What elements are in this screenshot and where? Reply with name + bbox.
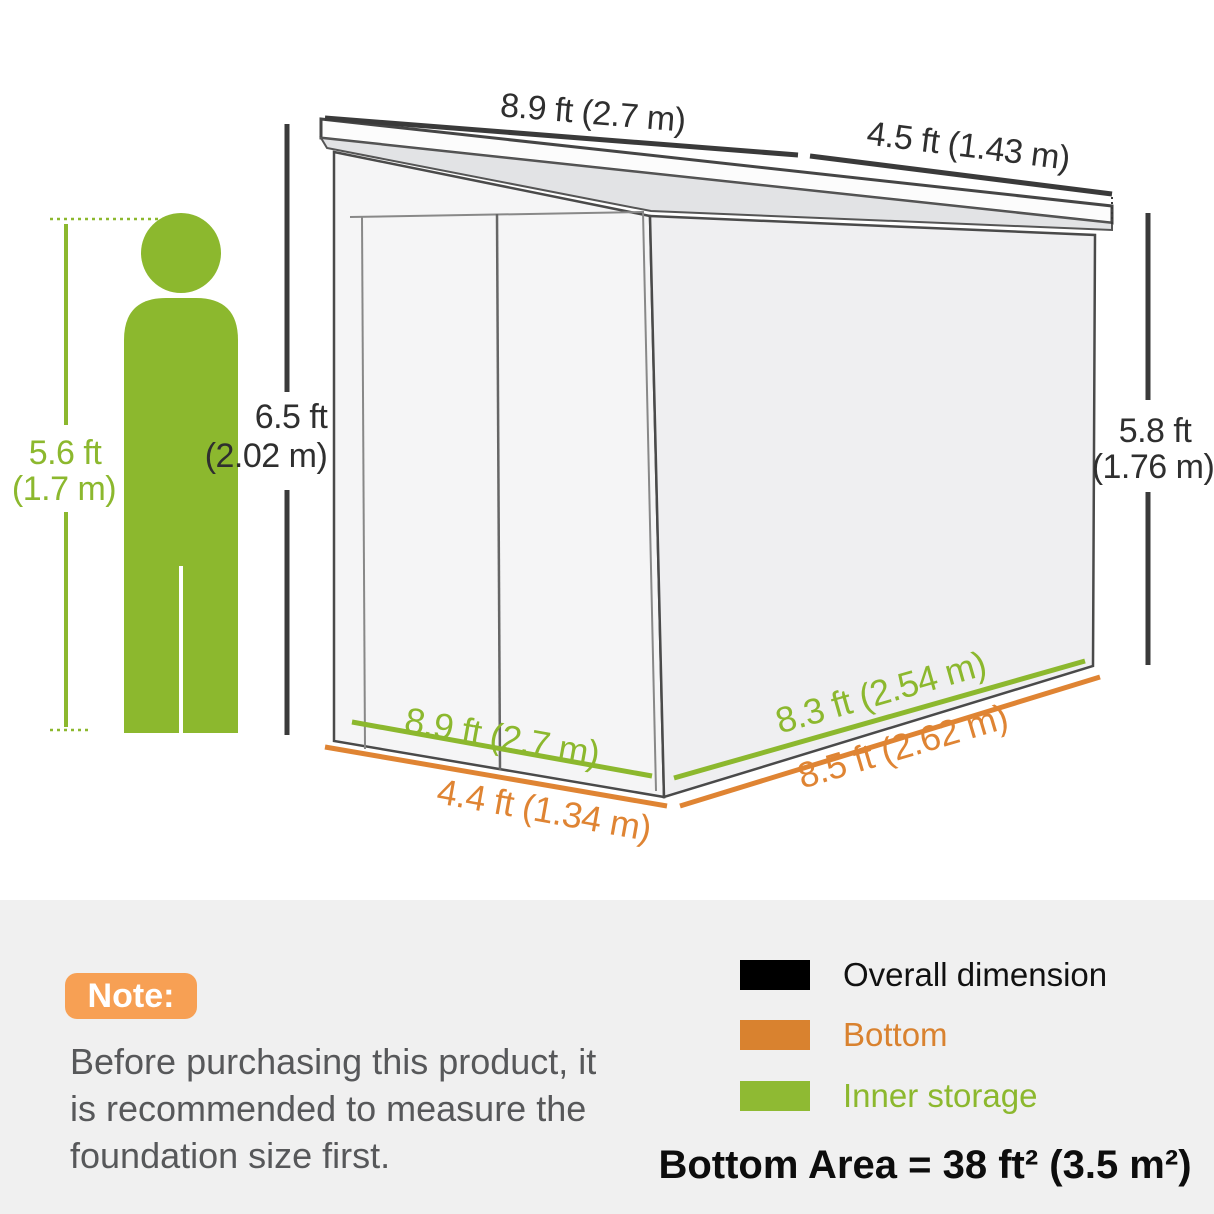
rear-height-dimension: 5.8 ft (1.76 m) <box>1092 213 1214 665</box>
person-leg-split <box>179 566 183 733</box>
door-frame-left <box>361 216 366 750</box>
note-line: foundation size first. <box>70 1135 391 1176</box>
rear-height-label-ft: 5.8 ft <box>1119 412 1193 450</box>
bottom-side-line <box>679 674 1101 809</box>
bottom-front-line <box>324 744 668 809</box>
legend-item-bottom: Bottom <box>740 1016 948 1054</box>
roof-width-line <box>324 115 799 158</box>
person-height-label-ft: 5.6 ft <box>29 434 103 472</box>
inner-front-line <box>351 719 653 779</box>
door-divider <box>495 213 502 771</box>
legend-item-inner-storage: Inner storage <box>740 1077 1037 1115</box>
inner-side-line <box>673 658 1086 781</box>
bottom-swatch <box>740 1020 810 1050</box>
front-height-label-ft: 6.5 ft <box>255 398 329 436</box>
rear-height-label-m: (1.76 m) <box>1092 448 1214 486</box>
front-height-label-m: (2.02 m) <box>205 437 328 475</box>
roof-slab <box>319 136 1113 232</box>
bottom-area-text: Bottom Area = 38 ft² (3.5 m²) <box>658 1143 1192 1187</box>
person-head <box>141 213 221 293</box>
side-wall <box>648 214 1097 799</box>
front-height-dimension: 6.5 ft (2.02 m) <box>205 124 329 735</box>
shed-structure <box>319 117 1114 799</box>
note-badge: Note: <box>65 973 197 1019</box>
overall-dimension-swatch <box>740 960 810 990</box>
note-badge-label: Note: <box>87 976 175 1015</box>
person-silhouette <box>124 213 238 733</box>
info-band: Note: Before purchasing this product, it… <box>0 900 1214 1214</box>
door-frame-right <box>642 211 657 792</box>
legend-label-bottom: Bottom <box>843 1016 948 1053</box>
legend-label-overall: Overall dimension <box>843 956 1108 993</box>
legend-item-overall: Overall dimension <box>740 956 1107 994</box>
inner-storage-swatch <box>740 1081 810 1111</box>
shed-diagram: 5.6 ft (1.7 m) 6.5 ft (2.02 m) <box>12 86 1214 849</box>
roof-depth-line <box>809 153 1113 197</box>
note-line: Before purchasing this product, it <box>70 1041 597 1082</box>
note-text: Before purchasing this product, it is re… <box>70 1038 596 1179</box>
person-body <box>124 298 238 733</box>
person-height-label-m: (1.7 m) <box>12 470 116 508</box>
legend-label-inner-storage: Inner storage <box>843 1077 1038 1114</box>
person-height-dimension: 5.6 ft (1.7 m) <box>12 217 173 732</box>
note-line: is recommended to measure the <box>70 1088 587 1129</box>
